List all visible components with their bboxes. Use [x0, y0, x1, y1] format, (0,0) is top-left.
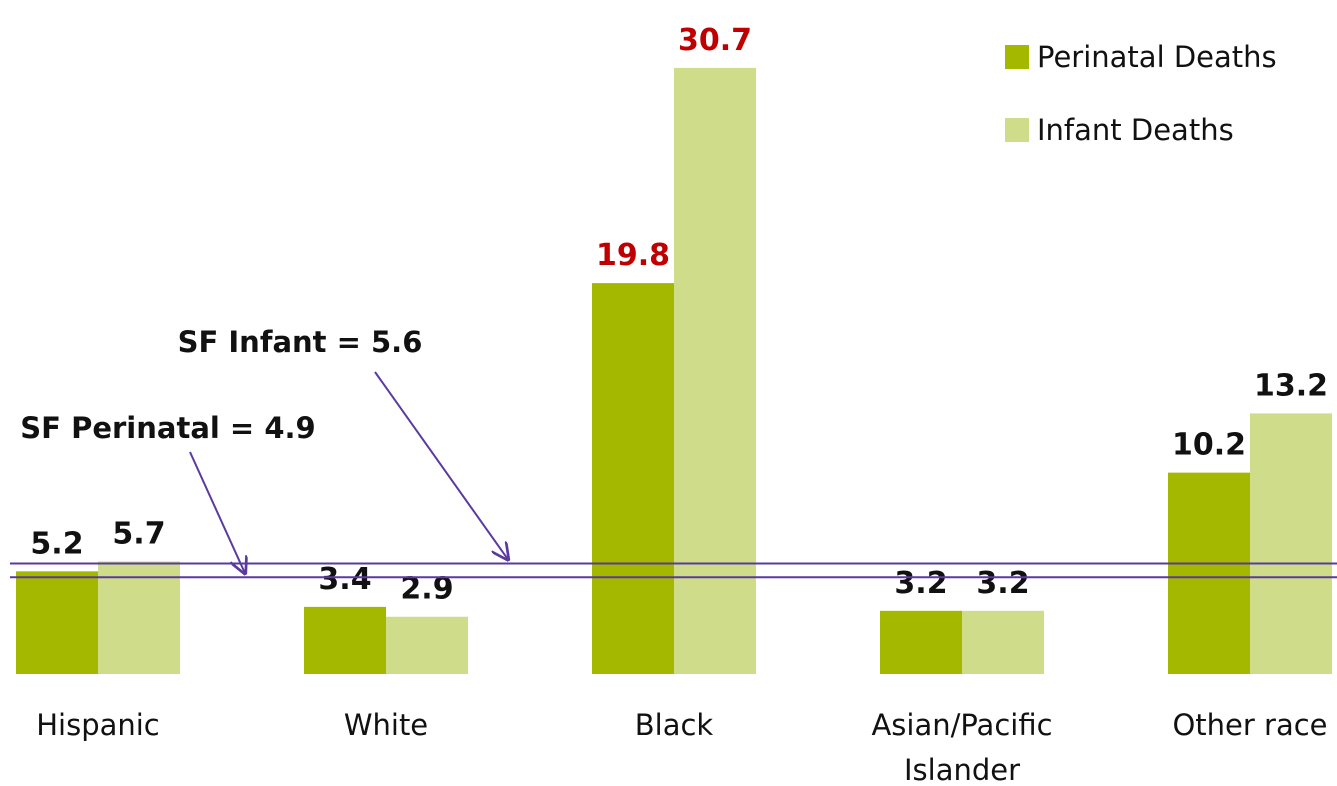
- bar: [386, 616, 468, 674]
- x-tick-label: Other race: [1172, 708, 1327, 742]
- bar: [16, 571, 98, 674]
- legend-swatch: [1005, 45, 1029, 69]
- bar: [592, 283, 674, 674]
- annotation: SF Infant = 5.6: [178, 325, 423, 359]
- annotation: SF Perinatal = 4.9: [20, 411, 315, 445]
- legend-label: Perinatal Deaths: [1037, 40, 1277, 74]
- bar: [98, 561, 180, 674]
- x-tick-label: Black: [635, 708, 714, 742]
- value-label: 30.7: [678, 23, 752, 58]
- bar: [674, 67, 756, 674]
- x-tick-label-line: Islander: [904, 753, 1020, 786]
- x-tick-label-line: Asian/Pacific: [871, 708, 1052, 742]
- value-label: 5.7: [112, 516, 165, 551]
- x-tick-label: Asian/Pacific Islander: [871, 708, 1052, 786]
- bar: [304, 606, 386, 674]
- value-label: 5.2: [30, 526, 83, 561]
- value-label: 3.4: [318, 562, 371, 597]
- value-label: 10.2: [1172, 428, 1246, 463]
- value-label: 19.8: [596, 238, 670, 273]
- bar: [962, 610, 1044, 674]
- value-label: 3.2: [976, 566, 1029, 601]
- bar: [1168, 472, 1250, 674]
- bar: [880, 610, 962, 674]
- bar: [1250, 413, 1332, 674]
- annotation-arrow: [374, 371, 508, 559]
- value-label: 3.2: [894, 566, 947, 601]
- annotation-arrow: [189, 451, 245, 573]
- legend-label: Infant Deaths: [1037, 113, 1234, 147]
- legend-swatch: [1005, 118, 1029, 142]
- x-tick-label: White: [344, 708, 428, 742]
- value-label: 13.2: [1254, 368, 1328, 403]
- x-tick-label: Hispanic: [36, 708, 160, 742]
